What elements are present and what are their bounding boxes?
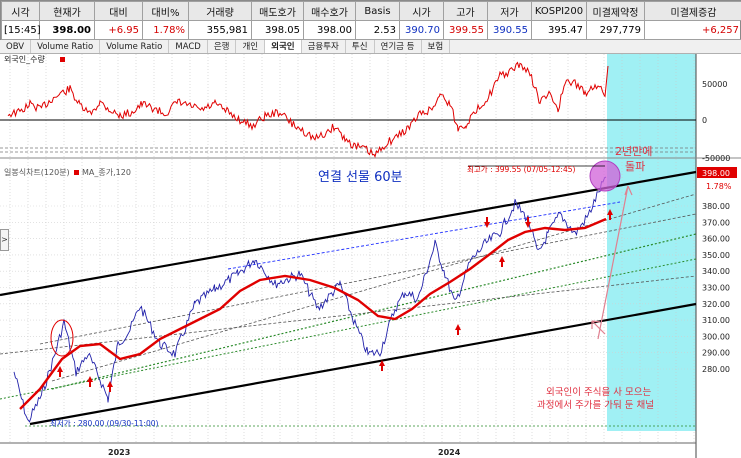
signal-arrow [607,209,613,220]
signal-arrow [107,381,113,392]
indicator-tab[interactable]: 외국인 [265,40,302,53]
quote-value: +6.95 [94,20,143,40]
y-axis-background [696,54,741,458]
quote-header: 매도호가 [251,1,304,21]
signal-arrow [379,360,385,371]
breakout-annotation-line2: 돌파 [625,160,645,173]
breakout-annotation-line1: 2년만에 [615,145,652,158]
quote-value: 2.53 [355,20,400,40]
chart-title-annotation: 연결 선물 60분 [318,170,403,185]
price-axis-label: 330.00 [702,284,730,293]
signal-arrow [87,376,93,387]
indicator-tab[interactable]: 보험 [422,40,451,53]
quote-table: 시각 현재가 대비 대비% 거래량 매도호가 매수호가 Basis 시가 고가 저가 KOSPI200… [1,1,741,40]
price-axis-label: 340.00 [702,267,730,276]
quote-value: 399.55 [443,20,488,40]
indicator-tabs: OBV Volume Ratio Volume Ratio MACD 은행 개인 외국인 금융… [0,40,741,54]
quote-header: 미결제약정 [586,1,645,21]
horizontal-gridlines [0,205,696,370]
price-axis-label: 380.00 [702,202,730,211]
foreign-holdings-line [7,61,609,159]
price-axis-label: 280.00 [702,365,730,374]
pct-change-tag: 1.78% [706,182,732,191]
annotation-pointer [597,185,629,340]
quote-value: +6,257 [644,20,741,40]
price-axis-label: 300.00 [702,332,730,341]
channel-annotation-line1: 외국인이 주식을 사 모으는 [546,386,651,398]
quote-header: 매수호가 [303,1,356,21]
indicator-tab[interactable]: 투신 [346,40,375,53]
x-axis-label-2024: 2024 [438,448,461,457]
legend-chart-name: 일봉식차트(120분) [4,168,70,177]
quote-header: 저가 [487,1,532,21]
current-price-tag-text: 398.00 [702,169,730,178]
indicator-tab[interactable]: Volume Ratio [31,40,101,53]
indicator-tab[interactable]: 은행 [208,40,237,53]
price-axis-label: 320.00 [702,300,730,309]
channel-annotation-line2: 과정에서 주가를 가둬 둔 채널 [537,399,654,411]
signal-arrow [525,217,531,228]
signal-arrow [499,256,505,267]
price-axis-label: 310.00 [702,316,730,325]
chart-area[interactable]: 외국인_수량 50000 0 -50000 일봉식차트(120분) MA_종가,… [0,54,741,458]
signal-arrows [57,209,613,392]
quote-value: 1.78% [142,20,189,40]
highlight-circle [50,319,74,357]
quote-header: 시가 [399,1,444,21]
indicator-tab[interactable]: OBV [0,40,32,53]
quote-value: 398.00 [39,20,95,40]
legend-ma-swatch [74,170,79,175]
quote-bar: 시각 현재가 대비 대비% 거래량 매도호가 매수호가 Basis 시가 고가 저가 KOSPI200… [0,0,741,40]
legend-ma-label: MA_종가,120 [82,168,131,177]
quote-header: KOSPI200 [531,1,587,21]
quote-value: [15:45] [1,20,41,40]
breakout-circle [589,160,621,192]
indicator-tab[interactable]: MACD [169,40,208,53]
price-axis-label: 350.00 [702,251,730,260]
top-axis-label: -50000 [702,154,730,163]
price-series-line [13,176,607,423]
signal-arrow [455,324,461,335]
top-axis-label: 50000 [702,80,727,89]
indicator-tab[interactable]: Volume Ratio [100,40,170,53]
current-price-tag [697,167,737,178]
quote-value: 390.55 [487,20,532,40]
low-price-label: 최저가 : 280.00 (09/30-11:00) [50,418,158,428]
indicator-tab[interactable]: 연기금 등 [375,40,422,53]
price-axis-label: 290.00 [702,349,730,358]
quote-header: 시각 [1,1,40,21]
top-axis-label: 0 [702,116,707,125]
quote-header: 미결제증감 [644,1,741,21]
quote-value: 390.70 [399,20,444,40]
high-price-label: 최고가 : 399.55 (07/05-12:45) [467,164,575,174]
quote-header: 대비% [142,1,189,21]
price-axis-label: 360.00 [702,235,730,244]
x-axis-label-2023: 2023 [108,448,130,457]
quote-header: Basis [355,1,400,21]
quote-value: 398.05 [251,20,304,40]
legend-swatch [60,57,65,62]
indicator-tab[interactable]: 금융투자 [302,40,346,53]
quote-value: 355,981 [188,20,252,40]
signal-arrow [57,366,63,377]
moving-average-line [19,217,607,410]
top-panel-label: 외국인_수량 [4,54,45,64]
quote-header: 거래량 [188,1,252,21]
quote-header: 현재가 [39,1,95,21]
quote-header: 고가 [443,1,488,21]
indicator-tab[interactable]: 개인 [236,40,266,53]
quote-value: 297,779 [586,20,645,40]
quote-value: 398.00 [303,20,356,40]
channel-lines [0,170,697,427]
quote-value: 395.47 [531,20,587,40]
signal-arrow [484,217,490,228]
side-expand-button[interactable]: > [0,229,9,251]
quote-header: 대비 [94,1,143,21]
vertical-gridlines [9,54,695,443]
price-axis-label: 370.00 [702,218,730,227]
future-zone-highlight [607,54,696,431]
price-axis: 380.00 370.00 360.00 350.00 340.00 330.00 320.… [702,202,730,374]
